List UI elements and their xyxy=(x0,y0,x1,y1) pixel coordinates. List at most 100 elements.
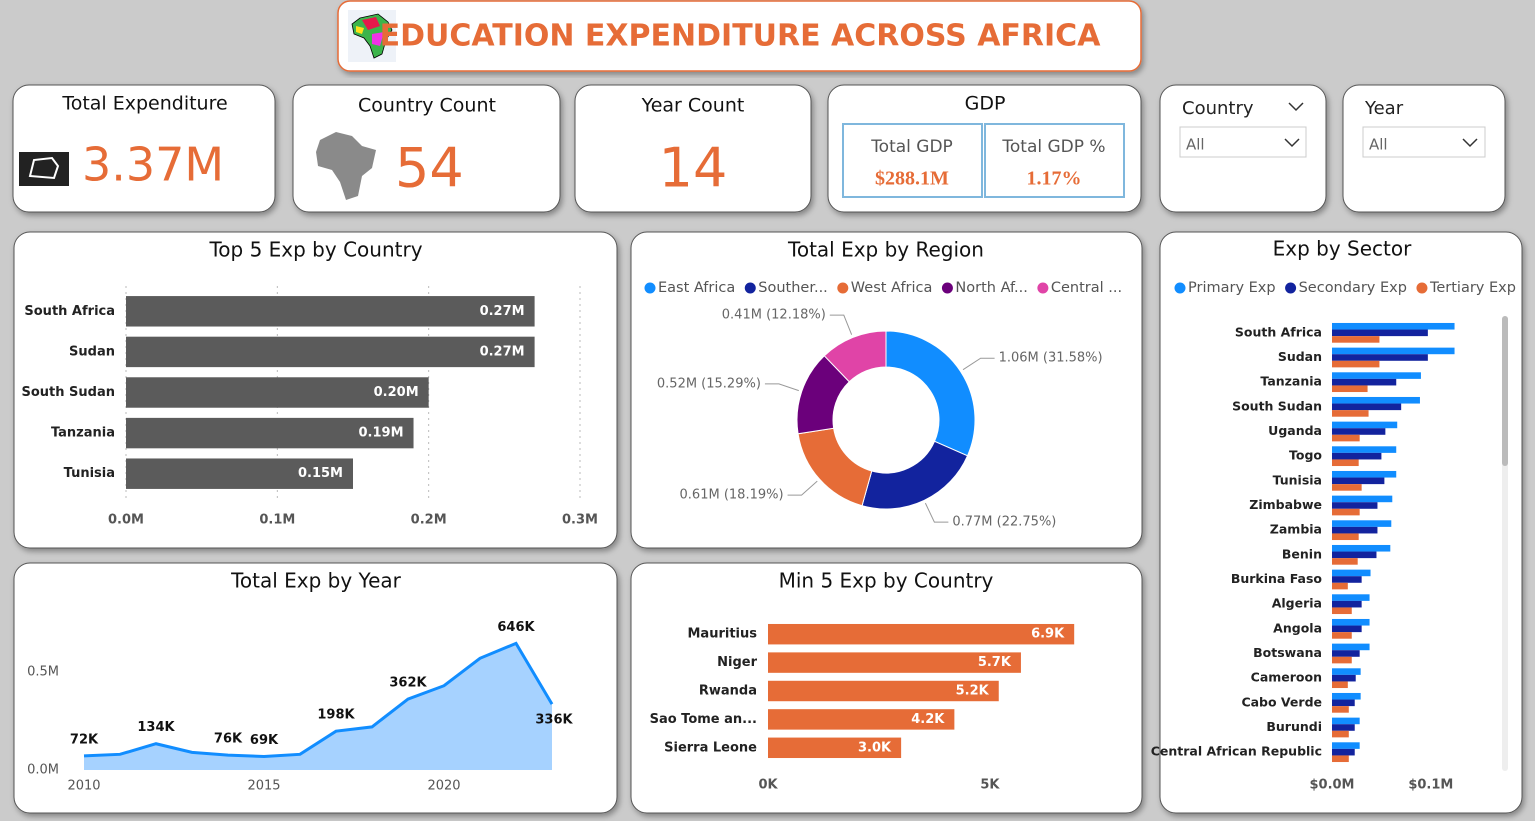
data-label: 362K xyxy=(389,676,427,691)
bar xyxy=(1332,681,1348,689)
data-label: 0.20M xyxy=(374,385,419,400)
bar xyxy=(1332,607,1352,615)
y-tick-label: Niger xyxy=(717,655,757,670)
x-tick-label: 0.3M xyxy=(562,513,598,528)
bar xyxy=(1332,347,1455,355)
y-tick-label: Tanzania xyxy=(1260,374,1322,389)
bar xyxy=(126,377,429,408)
data-label: 336K xyxy=(535,713,573,728)
bar xyxy=(1332,360,1380,368)
pie-slice xyxy=(823,330,887,383)
dropdown-value: All xyxy=(1369,136,1388,154)
data-label: 5.7K xyxy=(978,655,1012,670)
bar xyxy=(126,417,414,449)
y-tick-label: Angola xyxy=(1273,620,1322,635)
chart-panel xyxy=(630,231,1143,549)
bar xyxy=(768,737,902,759)
data-label: 4.2K xyxy=(911,712,945,727)
x-tick-label: $0.0M xyxy=(1309,778,1354,793)
bar xyxy=(126,458,353,489)
collapse-icon[interactable] xyxy=(1288,102,1304,112)
page-title: EDUCATION EXPENDITURE ACROSS AFRICA xyxy=(380,19,1102,54)
x-tick-label: 5K xyxy=(980,778,1000,793)
dropdown[interactable] xyxy=(1362,126,1486,158)
bar xyxy=(1332,526,1378,534)
africa-icon xyxy=(348,10,396,62)
pie-slice xyxy=(885,330,976,457)
y-tick-label: Tunisia xyxy=(1273,472,1322,487)
bar xyxy=(1332,594,1370,601)
data-label: 76K xyxy=(214,732,243,747)
bar xyxy=(1332,625,1362,633)
legend-label: Primary Exp xyxy=(1188,280,1276,296)
bar xyxy=(768,623,1075,645)
y-tick-label: Sudan xyxy=(1278,349,1322,364)
bar xyxy=(1332,600,1362,608)
x-tick-label: 2020 xyxy=(427,779,460,794)
legend-marker xyxy=(1285,282,1297,294)
legend-marker xyxy=(837,282,849,294)
dropdown-value: All xyxy=(1186,136,1205,154)
leader-line xyxy=(924,502,949,523)
bar xyxy=(1332,495,1393,503)
bar xyxy=(1332,558,1358,565)
bar xyxy=(1332,470,1397,478)
bar xyxy=(1332,748,1355,756)
bar xyxy=(1332,421,1398,429)
data-label: 646K xyxy=(497,620,535,635)
bar xyxy=(1332,742,1360,749)
bar xyxy=(768,709,955,730)
y-tick-label: Tanzania xyxy=(51,426,115,441)
bar xyxy=(1332,674,1356,682)
leader-line xyxy=(829,314,853,335)
data-label: 134K xyxy=(137,720,175,735)
charts: Top 5 Exp by Country 0.0M 0.1M 0.2M 0.3M Sout… xyxy=(22,237,1516,794)
legend-marker xyxy=(744,282,756,294)
bar xyxy=(1332,336,1380,343)
bar xyxy=(1332,724,1355,731)
bar xyxy=(1332,576,1362,583)
data-label: 69K xyxy=(250,733,279,748)
data-label: 198K xyxy=(317,708,355,723)
legend-marker xyxy=(1037,282,1049,294)
legend-marker xyxy=(1416,282,1428,294)
area xyxy=(84,643,552,770)
dropdown-chevron xyxy=(1462,138,1478,148)
bar xyxy=(1332,477,1385,485)
data-label: 3.0K xyxy=(858,740,892,755)
y-tick-label: Uganda xyxy=(1268,423,1322,438)
bar xyxy=(1332,650,1360,657)
bar xyxy=(126,336,535,368)
data-label: 0.77M (22.75%) xyxy=(952,515,1056,530)
scrollbar-thumb[interactable] xyxy=(1502,316,1508,466)
legend-label: Tertiary Exp xyxy=(1429,280,1516,296)
bar xyxy=(1332,508,1360,516)
gdp-box xyxy=(842,123,983,198)
bar xyxy=(1332,668,1361,675)
legend-label: East Africa xyxy=(658,280,735,296)
data-label: 0.41M (12.18%) xyxy=(722,308,826,323)
gdp-box xyxy=(984,123,1125,198)
y-tick-label: Algeria xyxy=(1272,596,1322,611)
y-tick-label: Sudan xyxy=(69,344,115,359)
legend-label: Souther... xyxy=(758,280,828,296)
data-label: 1.06M (31.58%) xyxy=(999,351,1103,366)
bar xyxy=(1332,656,1352,664)
y-tick-label: South Africa xyxy=(24,304,115,319)
data-label: 6.9K xyxy=(1031,627,1065,642)
bar xyxy=(1332,329,1428,337)
y-tick-label: Mauritius xyxy=(688,627,758,642)
dropdown[interactable] xyxy=(1179,126,1307,158)
data-label: 5.2K xyxy=(956,684,990,699)
x-tick-label: 0.0M xyxy=(108,513,144,528)
y-tick-label: Burundi xyxy=(1266,719,1322,734)
bar xyxy=(1332,699,1355,707)
bar xyxy=(1332,452,1382,460)
bar xyxy=(1332,354,1428,361)
data-label: 0.27M xyxy=(480,304,525,319)
bar xyxy=(1332,582,1348,590)
legend-label: Secondary Exp xyxy=(1299,280,1407,296)
bar xyxy=(1332,502,1378,509)
dropdown-chevron xyxy=(1284,138,1300,148)
y-tick-label: Zambia xyxy=(1270,522,1322,537)
